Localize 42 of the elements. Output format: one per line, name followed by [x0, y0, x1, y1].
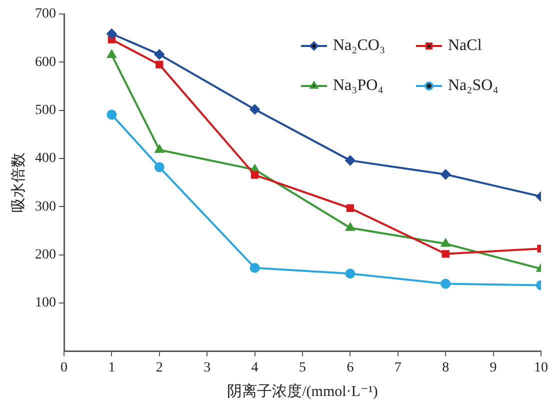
- legend-label: Na₂CO₃: [333, 37, 386, 54]
- x-tick-label: 0: [60, 360, 68, 376]
- point: [250, 171, 259, 179]
- point: [106, 110, 117, 120]
- y-tick-label: 600: [35, 54, 56, 70]
- legend-label: Na₃PO₄: [333, 77, 384, 94]
- point: [156, 60, 164, 68]
- y-tick-label: 500: [35, 103, 56, 118]
- point: [345, 155, 356, 166]
- x-tick-label: 3: [204, 360, 211, 376]
- legend-label: NaCl: [448, 37, 482, 54]
- point: [250, 104, 260, 114]
- y-tick-label: 700: [35, 6, 56, 22]
- point: [107, 50, 116, 58]
- x-tick-label: 7: [394, 360, 402, 376]
- x-tick-label: 10: [534, 360, 548, 376]
- point: [440, 169, 451, 180]
- legend-label: Na₂SO₄: [448, 77, 499, 94]
- point: [154, 144, 164, 153]
- x-tick-label: 1: [108, 360, 116, 376]
- x-tick-label: 8: [442, 360, 450, 376]
- point: [345, 268, 356, 279]
- y-axis-title: 吸水倍数: [10, 152, 27, 213]
- x-tick-label: 2: [156, 360, 163, 376]
- x-axis-title: 阴离子浓度/(mmol·L⁻¹): [227, 382, 378, 400]
- point: [250, 262, 260, 273]
- y-tick-label: 100: [35, 296, 56, 311]
- point: [106, 28, 117, 39]
- point: [346, 222, 355, 231]
- point: [440, 278, 451, 289]
- x-tick-label: 5: [299, 360, 306, 376]
- point: [441, 238, 450, 247]
- y-tick-label: 300: [35, 199, 56, 214]
- point: [346, 204, 354, 212]
- x-tick-label: 4: [251, 360, 258, 376]
- y-tick-label: 400: [35, 151, 56, 166]
- point: [442, 250, 450, 258]
- y-tick-label: 200: [35, 248, 56, 263]
- x-tick-label: 9: [490, 360, 497, 376]
- point: [154, 49, 164, 60]
- x-tick-label: 6: [346, 360, 354, 376]
- point: [154, 162, 164, 172]
